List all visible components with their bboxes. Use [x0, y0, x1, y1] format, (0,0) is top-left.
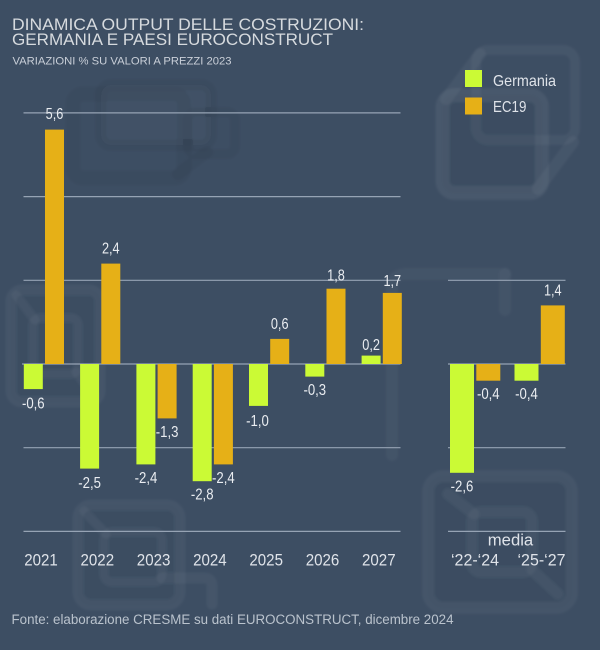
svg-text:-0,4: -0,4	[477, 386, 500, 403]
svg-text:2026: 2026	[306, 551, 340, 570]
svg-text:-2,8: -2,8	[191, 487, 214, 504]
svg-text:-2,4: -2,4	[135, 470, 158, 487]
svg-text:EC19: EC19	[493, 99, 526, 116]
svg-text:2021: 2021	[24, 551, 58, 570]
svg-text:-2,5: -2,5	[78, 475, 101, 492]
svg-text:‘25-‘27: ‘25-‘27	[518, 551, 566, 570]
svg-text:0,6: 0,6	[271, 316, 289, 333]
svg-text:Fonte: elaborazione CRESME su: Fonte: elaborazione CRESME su dati EUROC…	[12, 612, 455, 627]
svg-text:-0,6: -0,6	[22, 395, 45, 412]
svg-text:‘22-‘24: ‘22-‘24	[451, 551, 499, 570]
svg-text:1,4: 1,4	[544, 282, 562, 299]
svg-text:2024: 2024	[193, 551, 227, 570]
svg-text:2027: 2027	[362, 551, 396, 570]
svg-text:-1,3: -1,3	[156, 424, 179, 441]
svg-text:5,6: 5,6	[46, 106, 64, 123]
svg-text:-1,0: -1,0	[246, 413, 269, 430]
svg-text:media: media	[488, 531, 534, 550]
svg-text:0,2: 0,2	[362, 337, 380, 354]
svg-text:-0,4: -0,4	[515, 386, 538, 403]
svg-text:Germania: Germania	[493, 73, 556, 90]
svg-text:-2,4: -2,4	[212, 470, 235, 487]
svg-text:2,4: 2,4	[102, 241, 120, 258]
svg-text:1,7: 1,7	[383, 273, 401, 290]
svg-text:-0,3: -0,3	[303, 382, 326, 399]
svg-text:2022: 2022	[81, 551, 115, 570]
svg-text:VARIAZIONI % SU VALORI A PREZZ: VARIAZIONI % SU VALORI A PREZZI 2023	[13, 56, 232, 68]
svg-text:1,8: 1,8	[327, 267, 345, 284]
svg-text:-2,6: -2,6	[451, 478, 474, 495]
svg-text:2025: 2025	[249, 551, 283, 570]
svg-text:2023: 2023	[137, 551, 171, 570]
svg-text:GERMANIA E PAESI EUROCONSTRUCT: GERMANIA E PAESI EUROCONSTRUCT	[12, 31, 333, 49]
svg-text:DINAMICA OUTPUT DELLE COSTRUZI: DINAMICA OUTPUT DELLE COSTRUZIONI:	[12, 16, 364, 34]
